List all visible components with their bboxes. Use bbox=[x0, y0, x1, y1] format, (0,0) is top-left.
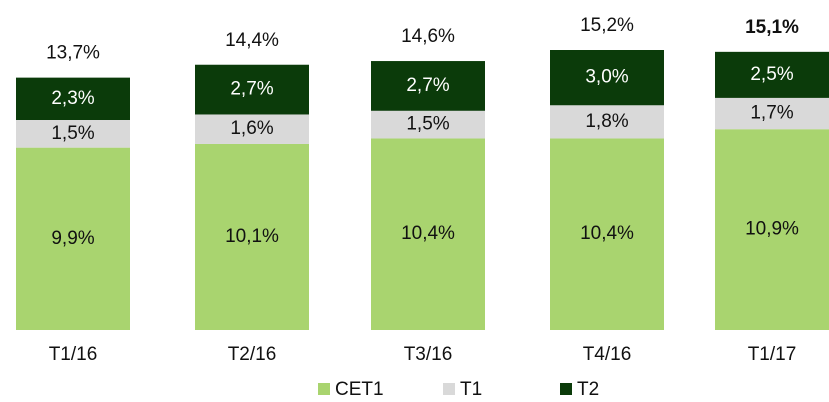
bar-segment bbox=[371, 61, 485, 111]
legend-swatch bbox=[560, 383, 572, 395]
value-label: 1,7% bbox=[750, 103, 793, 124]
value-label: 1,5% bbox=[406, 114, 449, 135]
value-label: 3,0% bbox=[585, 67, 628, 88]
total-label: 13,7% bbox=[46, 43, 100, 64]
total-label: 14,4% bbox=[225, 30, 279, 51]
value-label: 2,7% bbox=[230, 79, 273, 100]
bar-segment bbox=[16, 147, 130, 330]
legend-label: T2 bbox=[577, 379, 599, 400]
legend-label: CET1 bbox=[335, 379, 384, 400]
bar-segment bbox=[195, 143, 309, 330]
legend-swatch bbox=[443, 383, 455, 395]
legend-label: T1 bbox=[460, 379, 482, 400]
value-label: 10,1% bbox=[225, 226, 279, 247]
bar-segment bbox=[16, 120, 130, 148]
x-tick-label: T3/16 bbox=[404, 344, 453, 365]
bar-segment bbox=[550, 50, 664, 106]
value-label: 1,8% bbox=[585, 111, 628, 132]
bar-segment bbox=[550, 138, 664, 330]
bar-segment bbox=[16, 77, 130, 120]
total-label: 15,1% bbox=[745, 17, 799, 38]
value-label: 2,5% bbox=[750, 64, 793, 85]
total-label: 15,2% bbox=[580, 15, 634, 36]
x-tick-label: T4/16 bbox=[583, 344, 632, 365]
value-label: 10,4% bbox=[401, 223, 455, 244]
x-tick-label: T1/17 bbox=[748, 344, 797, 365]
x-tick-label: T2/16 bbox=[228, 344, 277, 365]
bar-segment bbox=[195, 114, 309, 144]
bar-segment bbox=[715, 51, 829, 98]
value-label: 2,7% bbox=[406, 75, 449, 96]
value-label: 10,9% bbox=[745, 219, 799, 240]
value-label: 10,4% bbox=[580, 223, 634, 244]
bar-segment bbox=[371, 110, 485, 139]
total-label: 14,6% bbox=[401, 26, 455, 47]
value-label: 2,3% bbox=[51, 88, 94, 109]
bar-segment bbox=[550, 105, 664, 139]
x-tick-label: T1/16 bbox=[49, 344, 98, 365]
bar-segment bbox=[715, 97, 829, 130]
value-label: 1,5% bbox=[51, 123, 94, 144]
bar-segment bbox=[715, 129, 829, 330]
legend-swatch bbox=[318, 383, 330, 395]
bar-segment bbox=[195, 64, 309, 115]
value-label: 9,9% bbox=[51, 228, 94, 249]
value-label: 1,6% bbox=[230, 118, 273, 139]
bar-segment bbox=[371, 138, 485, 330]
